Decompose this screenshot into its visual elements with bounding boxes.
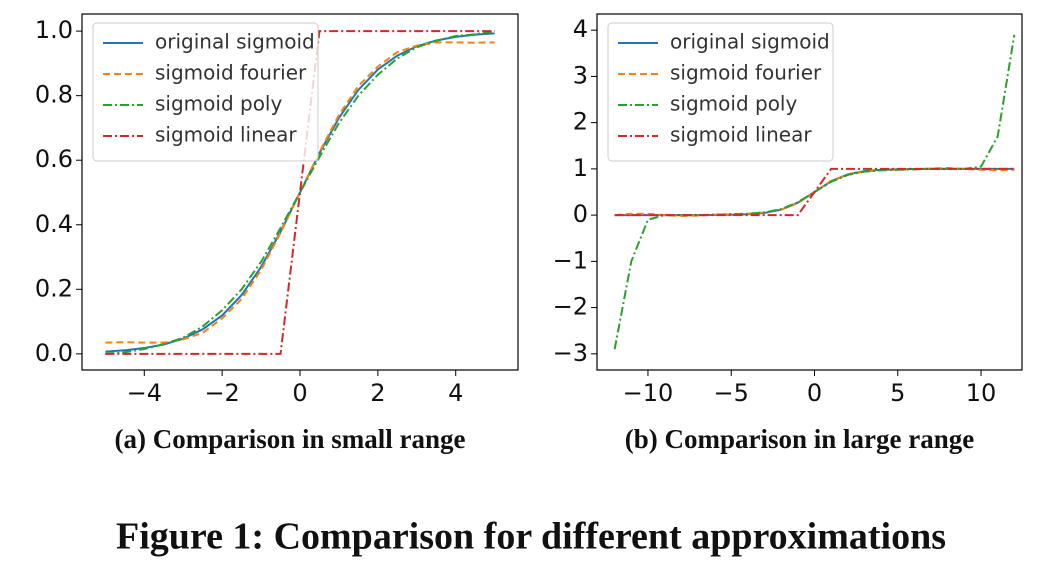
legend-label: sigmoid poly — [670, 92, 797, 116]
series-line — [105, 30, 495, 355]
x-tick-label: 2 — [370, 379, 385, 407]
x-tick-label: 4 — [448, 379, 463, 407]
legend-label: sigmoid linear — [155, 123, 297, 147]
y-tick-label: 4 — [573, 15, 588, 43]
x-tick-label: 0 — [807, 379, 822, 407]
y-tick-label: 2 — [573, 108, 588, 136]
legend-label: original sigmoid — [670, 30, 830, 54]
figure-caption: Figure 1: Comparison for different appro… — [116, 516, 946, 558]
y-tick-label: −1 — [553, 246, 588, 274]
series-line — [105, 30, 495, 355]
x-tick-label: 0 — [292, 379, 307, 407]
legend-label: sigmoid poly — [155, 92, 282, 116]
series-line — [614, 167, 1015, 217]
x-tick-label: −2 — [204, 379, 239, 407]
y-tick-label: 0.8 — [35, 81, 73, 109]
x-tick-label: 10 — [966, 379, 997, 407]
legend-label: sigmoid linear — [670, 123, 812, 147]
x-tick-label: −10 — [623, 379, 674, 407]
y-tick-label: 0 — [573, 200, 588, 228]
plot-frame — [81, 13, 519, 371]
y-tick-label: 0.6 — [35, 145, 73, 173]
chart-caption: (a) Comparison in small range — [115, 424, 466, 454]
chart-caption: (b) Comparison in large range — [625, 424, 975, 454]
y-tick-label: 0.4 — [35, 210, 73, 238]
y-tick-label: 1.0 — [35, 16, 73, 44]
plot-frame — [596, 13, 1023, 371]
x-tick-label: −4 — [127, 379, 162, 407]
y-tick-label: 0.0 — [35, 339, 73, 367]
y-tick-label: 1 — [573, 154, 588, 182]
y-tick-label: −2 — [553, 293, 588, 321]
y-tick-label: 0.2 — [35, 274, 73, 302]
x-tick-label: −5 — [714, 379, 749, 407]
x-tick-label: 5 — [890, 379, 905, 407]
y-tick-label: −3 — [553, 339, 588, 367]
legend-box — [92, 22, 319, 162]
legend-label: sigmoid fourier — [155, 61, 307, 85]
legend-label: sigmoid fourier — [670, 61, 822, 85]
legend-box — [607, 22, 834, 162]
legend-label: original sigmoid — [155, 30, 315, 54]
y-tick-label: 3 — [573, 61, 588, 89]
